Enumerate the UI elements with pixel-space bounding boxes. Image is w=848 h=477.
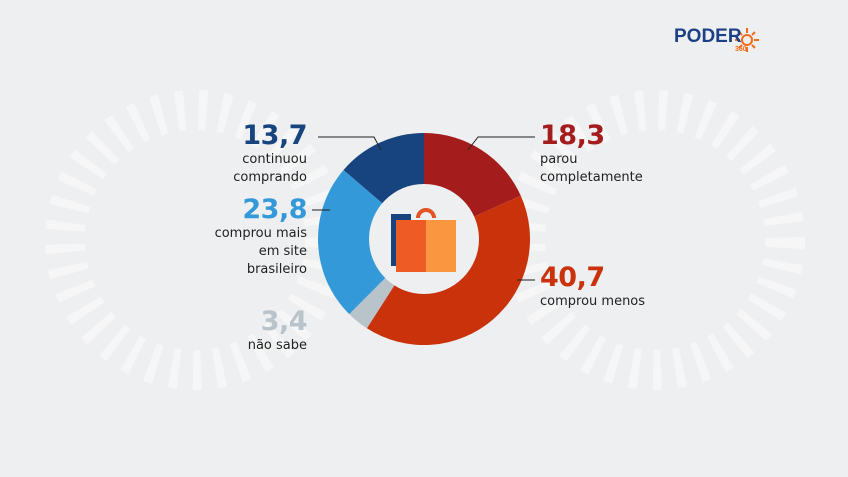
brand-sub: 360 [735, 46, 747, 53]
logo-icon [735, 28, 759, 52]
value-label: 3,4 [260, 306, 308, 337]
slice-label: 18,3 parou completamente [540, 121, 643, 187]
slice-label: 13,7 continuou comprando [233, 121, 307, 187]
category-label: parou completamente [540, 152, 643, 185]
value-label: 13,7 [242, 120, 307, 151]
category-label: comprou menos [540, 294, 646, 309]
slice-label: 3,4 não sabe [247, 306, 308, 355]
category-label: não sabe [247, 338, 307, 353]
value-label: 40,7 [540, 262, 605, 293]
value-label: 18,3 [540, 120, 605, 151]
slice-label: 23,8 comprou mais em site brasileiro [214, 194, 308, 279]
bag-icon [391, 208, 456, 272]
value-label: 23,8 [242, 194, 307, 225]
category-label: comprou mais em site brasileiro [214, 226, 307, 277]
category-label: continuou comprando [233, 152, 307, 185]
leader-lines [312, 136, 535, 281]
slice-label: 40,7 comprou menos [540, 263, 645, 311]
brand-name: PODER [674, 26, 742, 47]
